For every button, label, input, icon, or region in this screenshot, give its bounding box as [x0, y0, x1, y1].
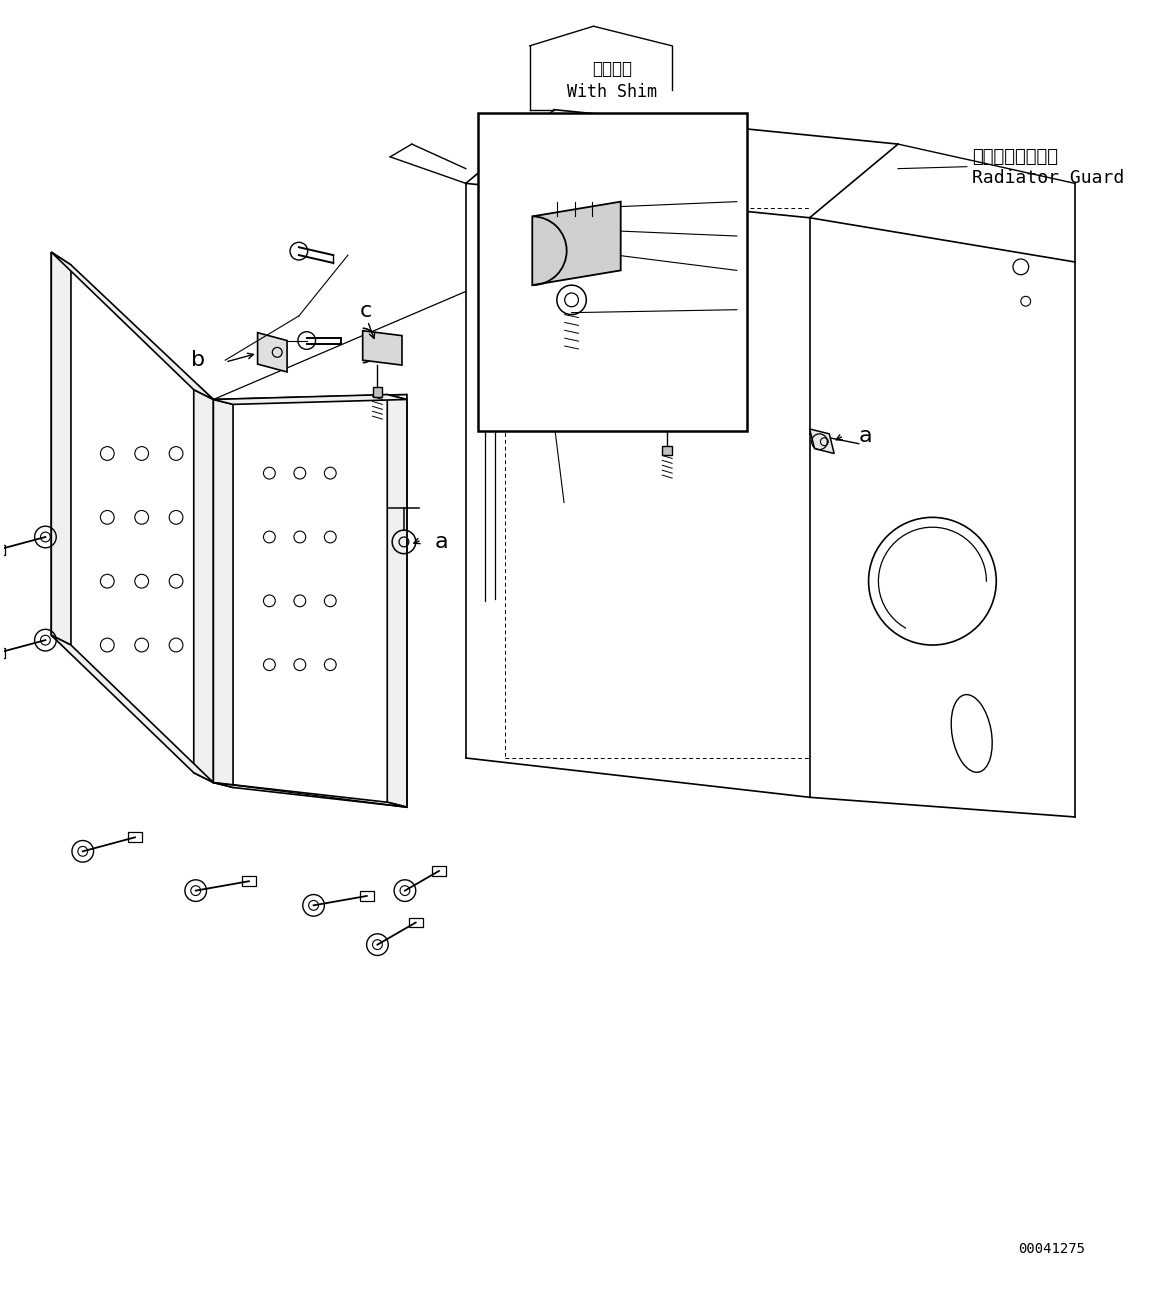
Polygon shape [51, 253, 213, 399]
Text: b: b [192, 350, 206, 370]
Text: c: c [635, 360, 647, 379]
Text: c: c [359, 300, 372, 321]
Polygon shape [51, 253, 71, 645]
Polygon shape [51, 253, 213, 782]
Polygon shape [194, 390, 213, 782]
Polygon shape [533, 202, 621, 285]
Bar [433, 866, 445, 875]
Polygon shape [213, 395, 407, 404]
Text: 00041275: 00041275 [1018, 1242, 1085, 1256]
Text: C: C [568, 150, 585, 175]
Polygon shape [662, 445, 672, 456]
Bar [128, 833, 142, 842]
Text: b: b [515, 155, 529, 176]
Text: シム付き: シム付き [592, 60, 633, 78]
Text: a: a [435, 532, 448, 552]
Text: With Shim: With Shim [568, 83, 657, 101]
Polygon shape [213, 395, 407, 807]
Bar [478, 113, 747, 431]
Polygon shape [257, 333, 287, 372]
Text: a: a [858, 426, 872, 445]
Bar [0, 545, 5, 554]
Polygon shape [372, 387, 383, 396]
Polygon shape [809, 429, 834, 453]
Polygon shape [363, 330, 402, 365]
Polygon shape [387, 395, 407, 807]
Bar [359, 891, 373, 901]
Polygon shape [213, 399, 233, 787]
Bar [0, 648, 5, 658]
Polygon shape [652, 390, 692, 423]
Polygon shape [213, 782, 407, 807]
Polygon shape [51, 636, 213, 782]
Text: ラジエータガード: ラジエータガード [972, 148, 1057, 166]
Bar [409, 918, 422, 927]
Text: Radiator Guard: Radiator Guard [972, 170, 1123, 188]
Bar [242, 877, 256, 886]
